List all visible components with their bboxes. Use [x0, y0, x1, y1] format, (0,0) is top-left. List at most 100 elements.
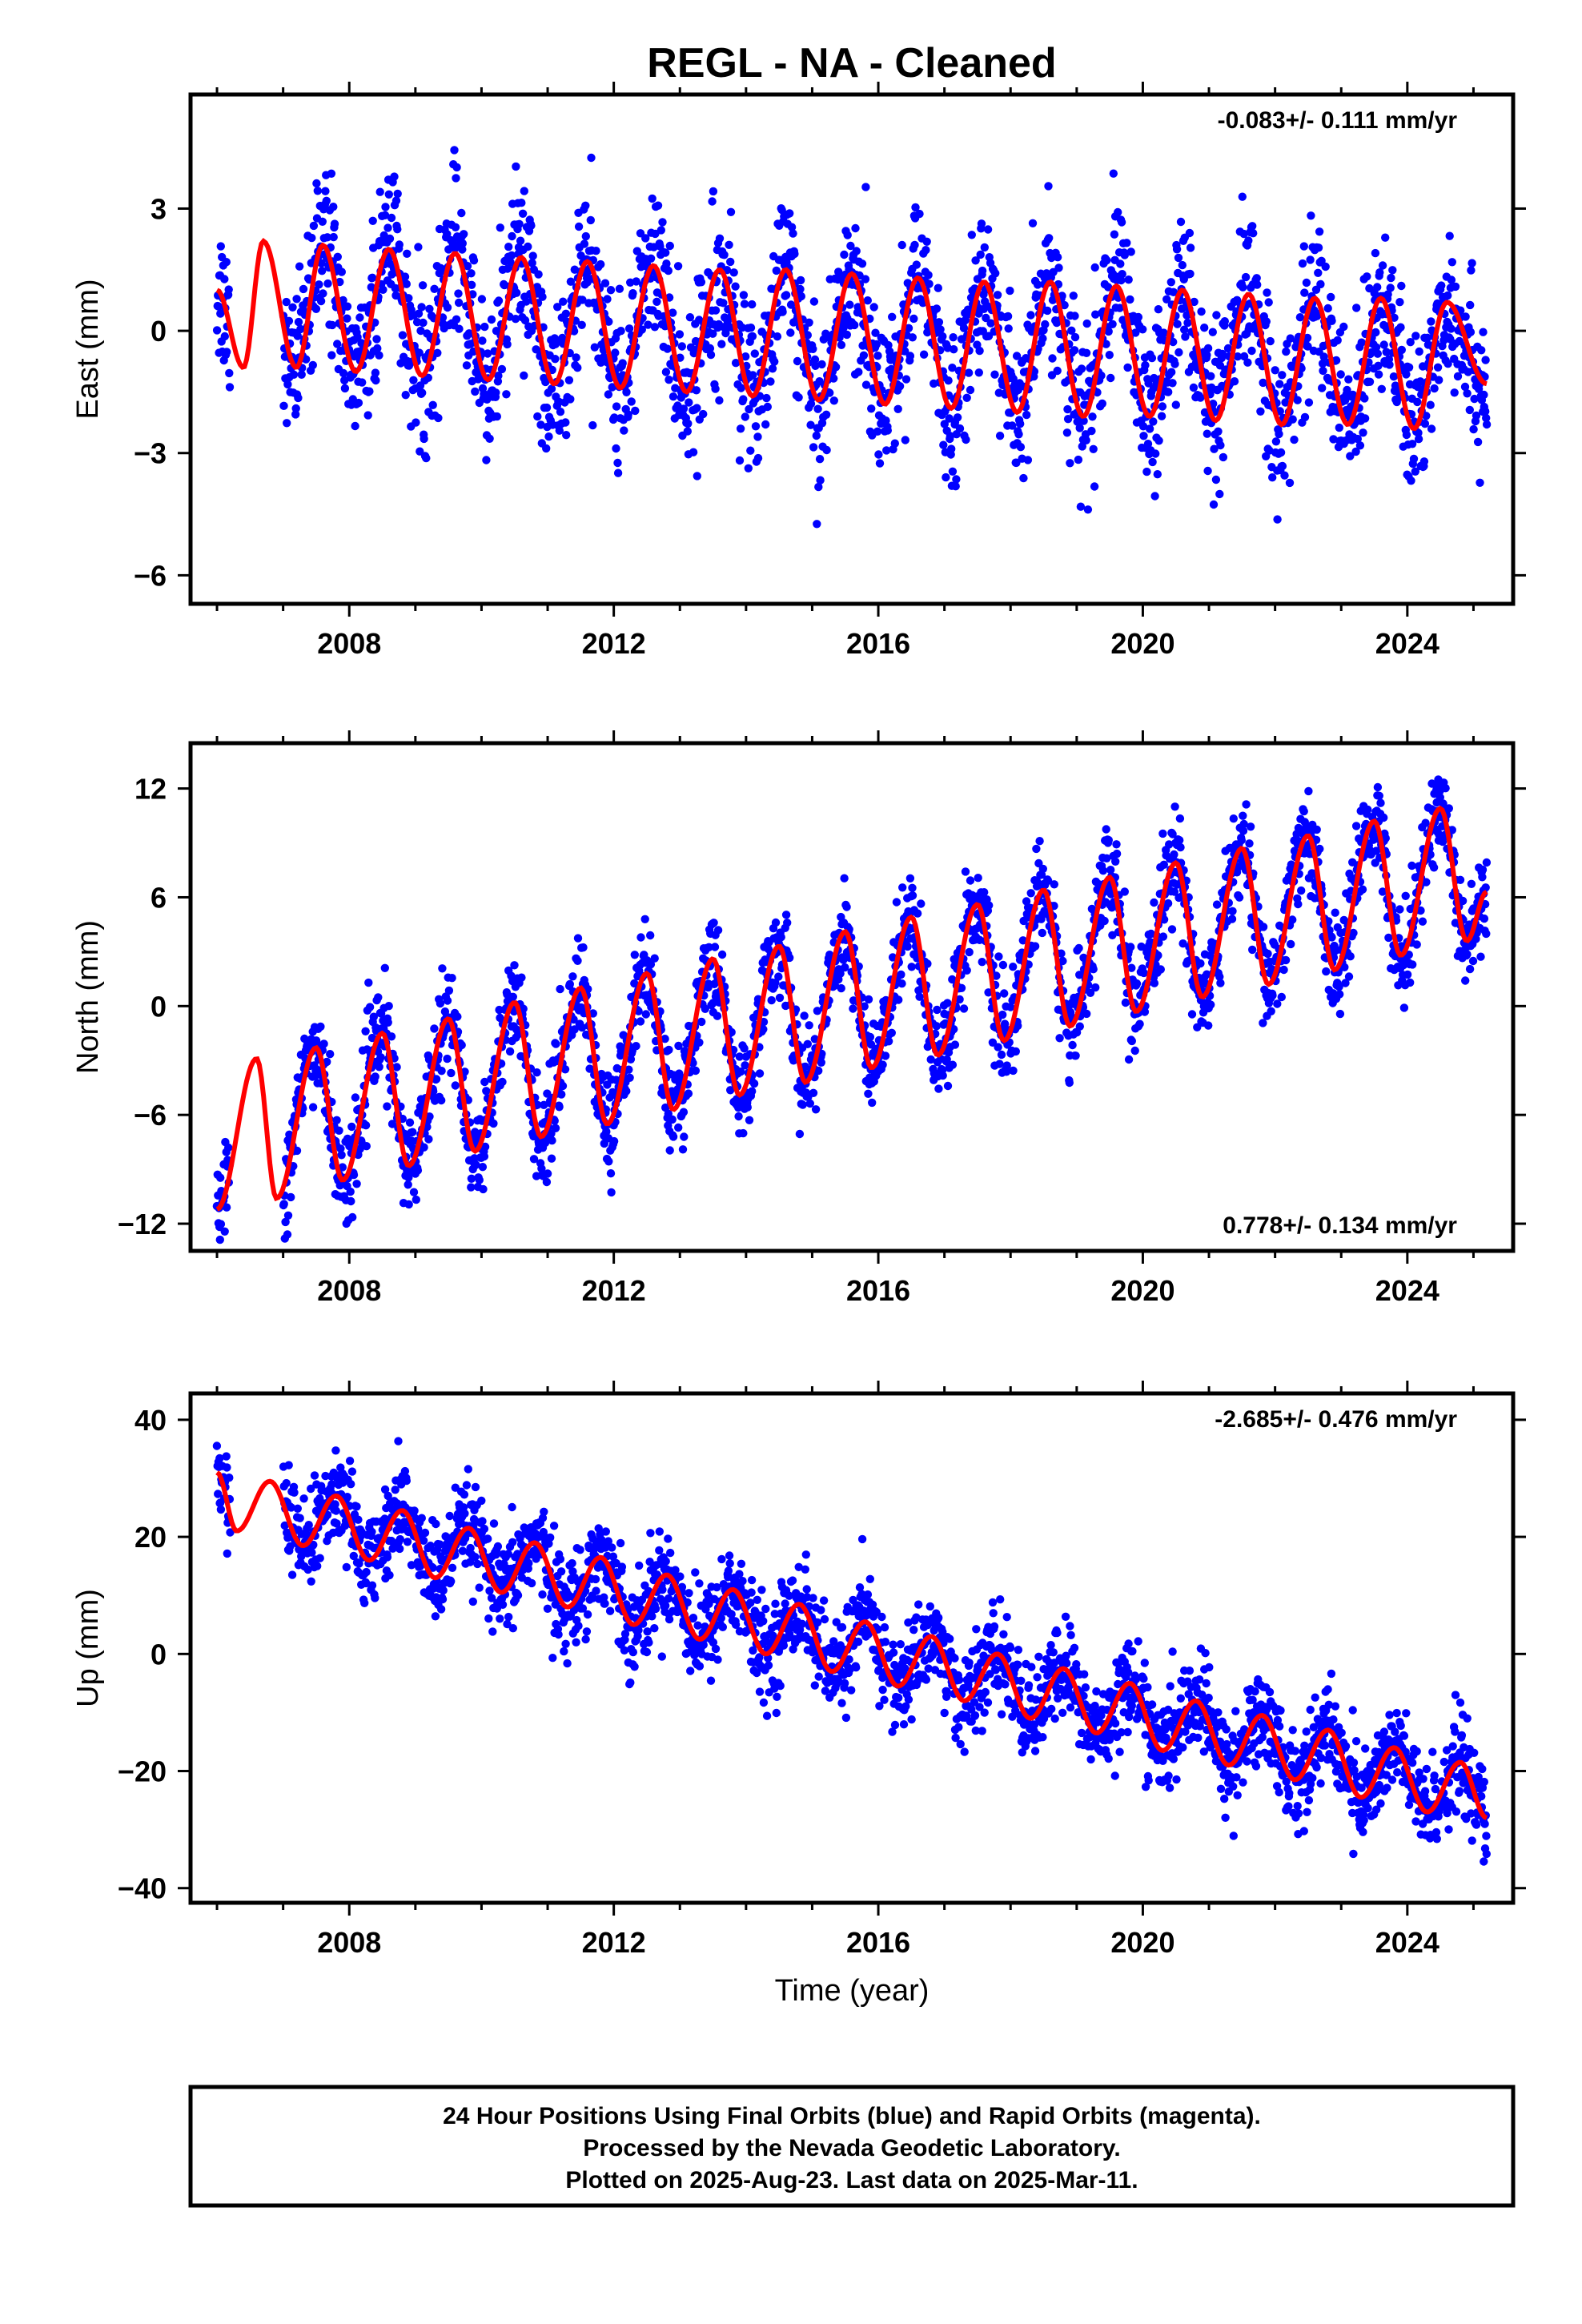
data-point [533, 412, 542, 421]
data-point [1379, 340, 1388, 349]
data-point [616, 327, 625, 336]
data-point [761, 420, 770, 429]
data-point [540, 1100, 548, 1110]
data-point [337, 267, 346, 276]
data-point [613, 468, 623, 477]
data-point [460, 1068, 469, 1076]
data-point [759, 1025, 768, 1034]
data-point [430, 284, 439, 293]
data-point [1100, 916, 1109, 926]
data-point [1307, 211, 1315, 220]
data-point [1246, 822, 1255, 831]
data-point [1239, 283, 1247, 292]
data-point [861, 183, 870, 191]
data-point [775, 993, 785, 1003]
data-point [375, 187, 384, 196]
data-point [1253, 280, 1262, 289]
data-point [1468, 259, 1476, 267]
data-point [1239, 826, 1248, 835]
data-point [1259, 378, 1267, 388]
data-point [467, 1183, 476, 1192]
data-point [1158, 402, 1167, 411]
data-point [1392, 397, 1401, 407]
data-point [875, 459, 885, 468]
data-point [1023, 456, 1033, 464]
data-point [1403, 970, 1412, 979]
data-point [1465, 405, 1475, 415]
data-point [467, 269, 476, 278]
data-point [340, 384, 350, 393]
data-point [641, 234, 650, 243]
data-point [1122, 239, 1131, 247]
data-point [1435, 376, 1443, 384]
data-point [547, 384, 556, 393]
data-point [977, 219, 986, 228]
data-point [938, 1071, 947, 1080]
data-point [663, 344, 672, 353]
data-point [942, 472, 950, 482]
y-tick-label: −3 [134, 437, 167, 470]
data-point [1028, 219, 1038, 227]
data-point [1451, 282, 1460, 292]
data-point [1123, 363, 1132, 372]
data-point [384, 190, 393, 199]
data-point [1412, 940, 1421, 949]
data-point [709, 999, 717, 1007]
data-point [669, 1132, 678, 1141]
data-point [312, 179, 321, 188]
data-point [1262, 317, 1271, 326]
data-point [1482, 420, 1492, 429]
data-point [478, 336, 487, 345]
data-point [282, 297, 291, 307]
data-point [1327, 316, 1336, 325]
data-point [1032, 844, 1041, 854]
data-point [878, 1060, 887, 1069]
data-point [494, 296, 504, 305]
data-point [691, 1066, 701, 1076]
data-point [376, 1053, 385, 1062]
data-point [1414, 435, 1423, 444]
data-point [1230, 377, 1239, 386]
data-point [785, 953, 794, 963]
data-point [1212, 311, 1221, 320]
data-point [1203, 351, 1211, 360]
data-point [1009, 963, 1018, 971]
data-point [1390, 313, 1399, 322]
data-point [1137, 942, 1146, 951]
data-point [842, 330, 852, 340]
data-point [1277, 992, 1287, 1002]
data-point [705, 344, 715, 353]
data-point [1376, 798, 1385, 807]
data-point [850, 320, 859, 330]
data-point [882, 446, 891, 455]
data-point [558, 1081, 568, 1091]
data-point [316, 296, 326, 306]
data-point [347, 1196, 355, 1206]
data-point [1329, 435, 1338, 444]
data-point [990, 370, 999, 379]
data-point [351, 1093, 360, 1102]
data-point [1419, 457, 1429, 466]
data-point [588, 420, 597, 430]
data-point [383, 223, 392, 232]
data-point [628, 289, 637, 298]
data-point [296, 324, 305, 334]
data-point [1303, 342, 1312, 351]
data-point [753, 453, 763, 463]
data-point [1200, 324, 1209, 332]
data-point [212, 326, 222, 335]
data-point [1422, 412, 1431, 420]
data-point [573, 934, 583, 943]
data-point [319, 289, 327, 298]
data-point [1271, 437, 1281, 446]
data-point [349, 1170, 359, 1180]
data-point [925, 279, 934, 288]
data-point [665, 1045, 673, 1055]
data-point [697, 278, 706, 287]
data-point [735, 1052, 744, 1061]
data-point [542, 444, 551, 453]
data-point [1304, 398, 1314, 407]
data-point [1318, 384, 1327, 392]
data-point [1278, 461, 1287, 471]
data-point [814, 482, 823, 492]
